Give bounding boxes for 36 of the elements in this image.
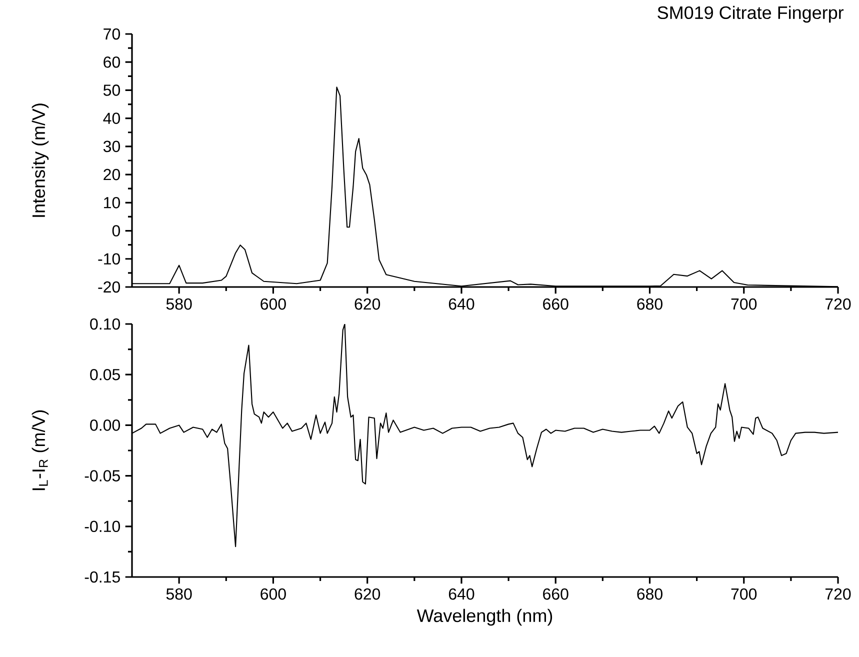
- x-tick-label: 680: [637, 588, 662, 600]
- y-tick-label: -0.05: [84, 470, 120, 482]
- x-tick-label: 700: [731, 298, 757, 310]
- y-tick-label: -10: [98, 253, 120, 265]
- y-axis-title: I$_{L}$-I$_{R}$ (m/V): [32, 410, 49, 490]
- y-tick-label: 20: [104, 168, 120, 180]
- y-tick-label: -0.10: [84, 520, 120, 532]
- x-tick-label: 720: [825, 588, 851, 600]
- y-tick-label: 70: [104, 28, 120, 40]
- x-tick-label: 680: [637, 298, 662, 310]
- x-tick-label: 640: [448, 588, 474, 600]
- y-tick-label: 30: [103, 140, 120, 152]
- x-tick-label: 660: [543, 588, 568, 600]
- y-axis-title: Intensity (m/V): [32, 104, 49, 217]
- x-tick-label: 600: [260, 588, 286, 600]
- y-tick-label: 0.10: [90, 318, 120, 330]
- y-tick-label: 50: [103, 84, 120, 96]
- x-tick-label: 620: [354, 588, 380, 600]
- y-tick-label: -0.15: [84, 571, 120, 583]
- y-tick-label: 0.00: [90, 420, 120, 431]
- x-tick-label: 580: [166, 298, 192, 310]
- x-tick-label: 700: [731, 588, 757, 600]
- x-tick-label: 580: [166, 588, 192, 600]
- y-tick-label: 60: [104, 56, 120, 68]
- y-tick-label: 40: [103, 112, 120, 124]
- y-tick-label: 0: [112, 225, 120, 236]
- y-tick-label: -20: [98, 281, 120, 293]
- x-tick-label: 600: [260, 298, 286, 310]
- x-tick-label: 720: [825, 298, 851, 310]
- x-tick-label: 660: [543, 298, 568, 310]
- chart-title: SM019 Citrate Fingerpr: [658, 6, 844, 23]
- y-tick-label: 0.05: [90, 368, 120, 380]
- x-tick-label: 620: [354, 298, 380, 310]
- x-tick-label: 640: [448, 298, 474, 310]
- y-tick-label: 10: [104, 197, 120, 208]
- x-axis-title: Wavelength (nm): [416, 608, 552, 626]
